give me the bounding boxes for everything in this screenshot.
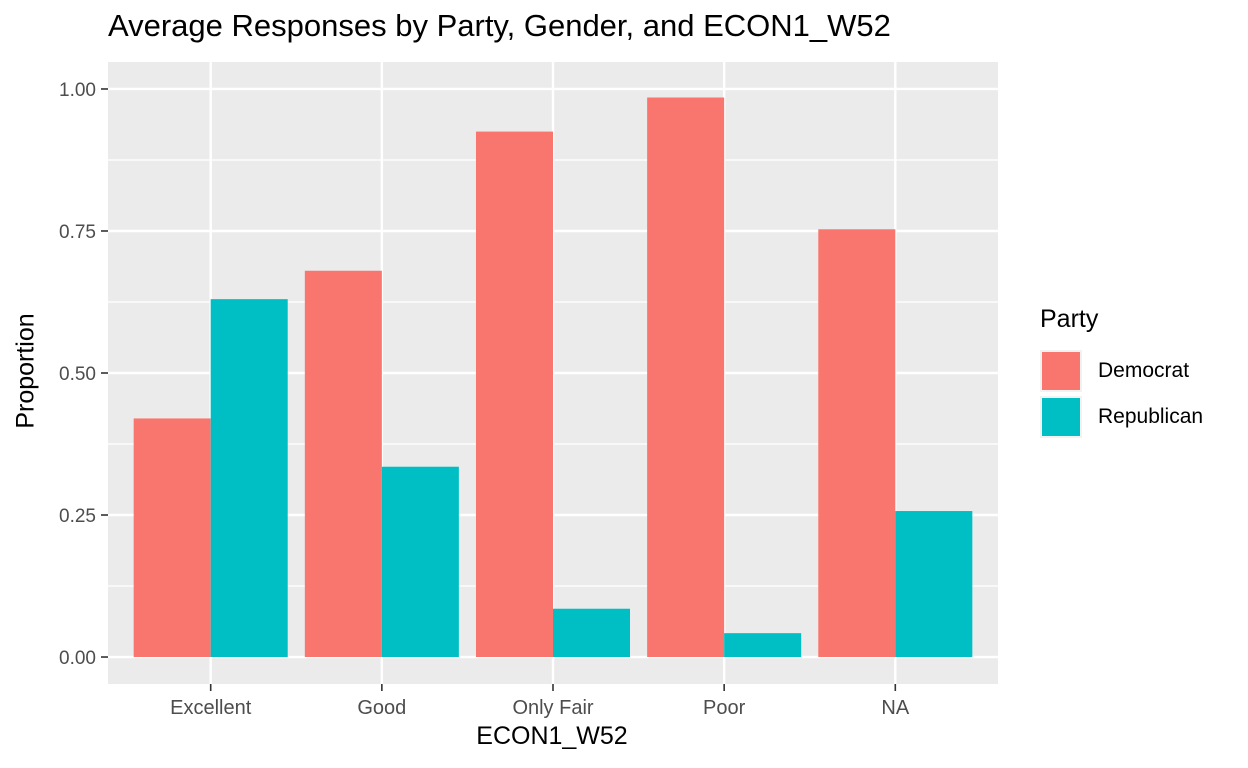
x-axis-label: ECON1_W52: [476, 722, 628, 750]
y-tick-label: 0.75: [59, 222, 96, 243]
bar-democrat-poor: [647, 97, 725, 658]
x-tick-label: Excellent: [170, 697, 252, 719]
legend-label-republican: Republican: [1098, 405, 1204, 428]
bar-democrat-excellent: [133, 418, 211, 658]
bar-democrat-na: [818, 229, 896, 658]
y-tick-label: 0.50: [59, 364, 96, 385]
chart-title: Average Responses by Party, Gender, and …: [108, 8, 891, 43]
legend: Party Democrat Republican: [1040, 305, 1203, 440]
bar-democrat-good: [304, 270, 382, 658]
x-tick-label: Poor: [703, 697, 746, 719]
legend-item-republican: Republican: [1040, 394, 1203, 440]
y-tick-label: 0.00: [59, 648, 96, 669]
y-axis-label: Proportion: [11, 313, 40, 429]
legend-title: Party: [1040, 305, 1099, 333]
y-tick-label: 1.00: [59, 80, 96, 101]
legend-key-republican: [1040, 396, 1082, 438]
x-tick-label: Good: [357, 697, 406, 719]
legend-key-democrat: [1040, 350, 1082, 392]
bar-republican-good: [381, 466, 459, 658]
legend-item-democrat: Democrat: [1040, 348, 1203, 394]
bar-republican-poor: [724, 633, 802, 658]
bar-democrat-only-fair: [475, 131, 553, 658]
bar-republican-only-fair: [553, 608, 631, 658]
bar-republican-excellent: [210, 299, 288, 658]
x-tick-label: NA: [881, 697, 909, 719]
y-tick-label: 0.25: [59, 506, 96, 527]
x-tick-label: Only Fair: [512, 697, 593, 719]
legend-label-democrat: Democrat: [1098, 359, 1190, 382]
bar-republican-na: [895, 511, 973, 658]
